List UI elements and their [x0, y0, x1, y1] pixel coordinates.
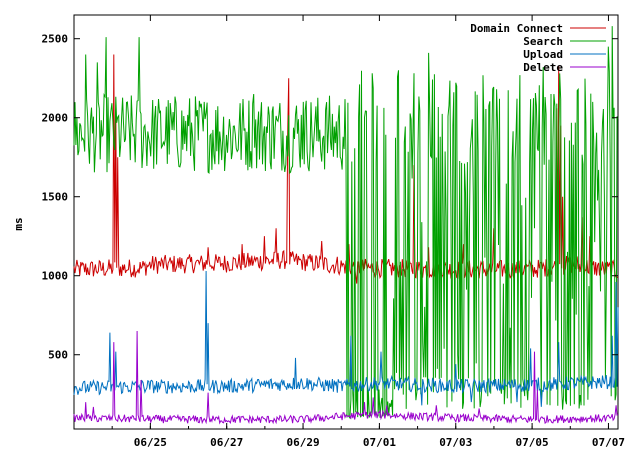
x-tick-label: 06/29 [286, 436, 319, 449]
x-tick-label: 06/27 [210, 436, 243, 449]
plot-frame [73, 14, 619, 430]
y-axis: 500 1000 1500 2000 2500 [42, 33, 618, 362]
y-tick-label: 1000 [42, 270, 69, 283]
legend-label: Search [523, 35, 563, 48]
y-tick-label: 2500 [42, 33, 69, 46]
series-layer [73, 26, 619, 425]
y-tick-label: 500 [48, 349, 68, 362]
y-tick-label: 2000 [42, 112, 69, 125]
x-tick-label: 07/05 [516, 436, 549, 449]
legend-label: Upload [523, 48, 563, 61]
legend-label: Domain Connect [470, 22, 563, 35]
series-line-search [73, 26, 619, 420]
series-line-delete [73, 330, 619, 425]
y-axis-title: ms [12, 217, 25, 230]
x-tick-label: 07/01 [363, 436, 396, 449]
x-tick-label: 06/25 [134, 436, 167, 449]
legend-label: Delete [523, 61, 563, 74]
series-line-upload [73, 270, 619, 407]
y-tick-label: 1500 [42, 191, 69, 204]
x-axis: 06/25 06/27 06/29 07/01 07/03 07/05 07/07 [73, 15, 625, 449]
x-tick-label: 07/03 [439, 436, 472, 449]
x-tick-label: 07/07 [592, 436, 625, 449]
